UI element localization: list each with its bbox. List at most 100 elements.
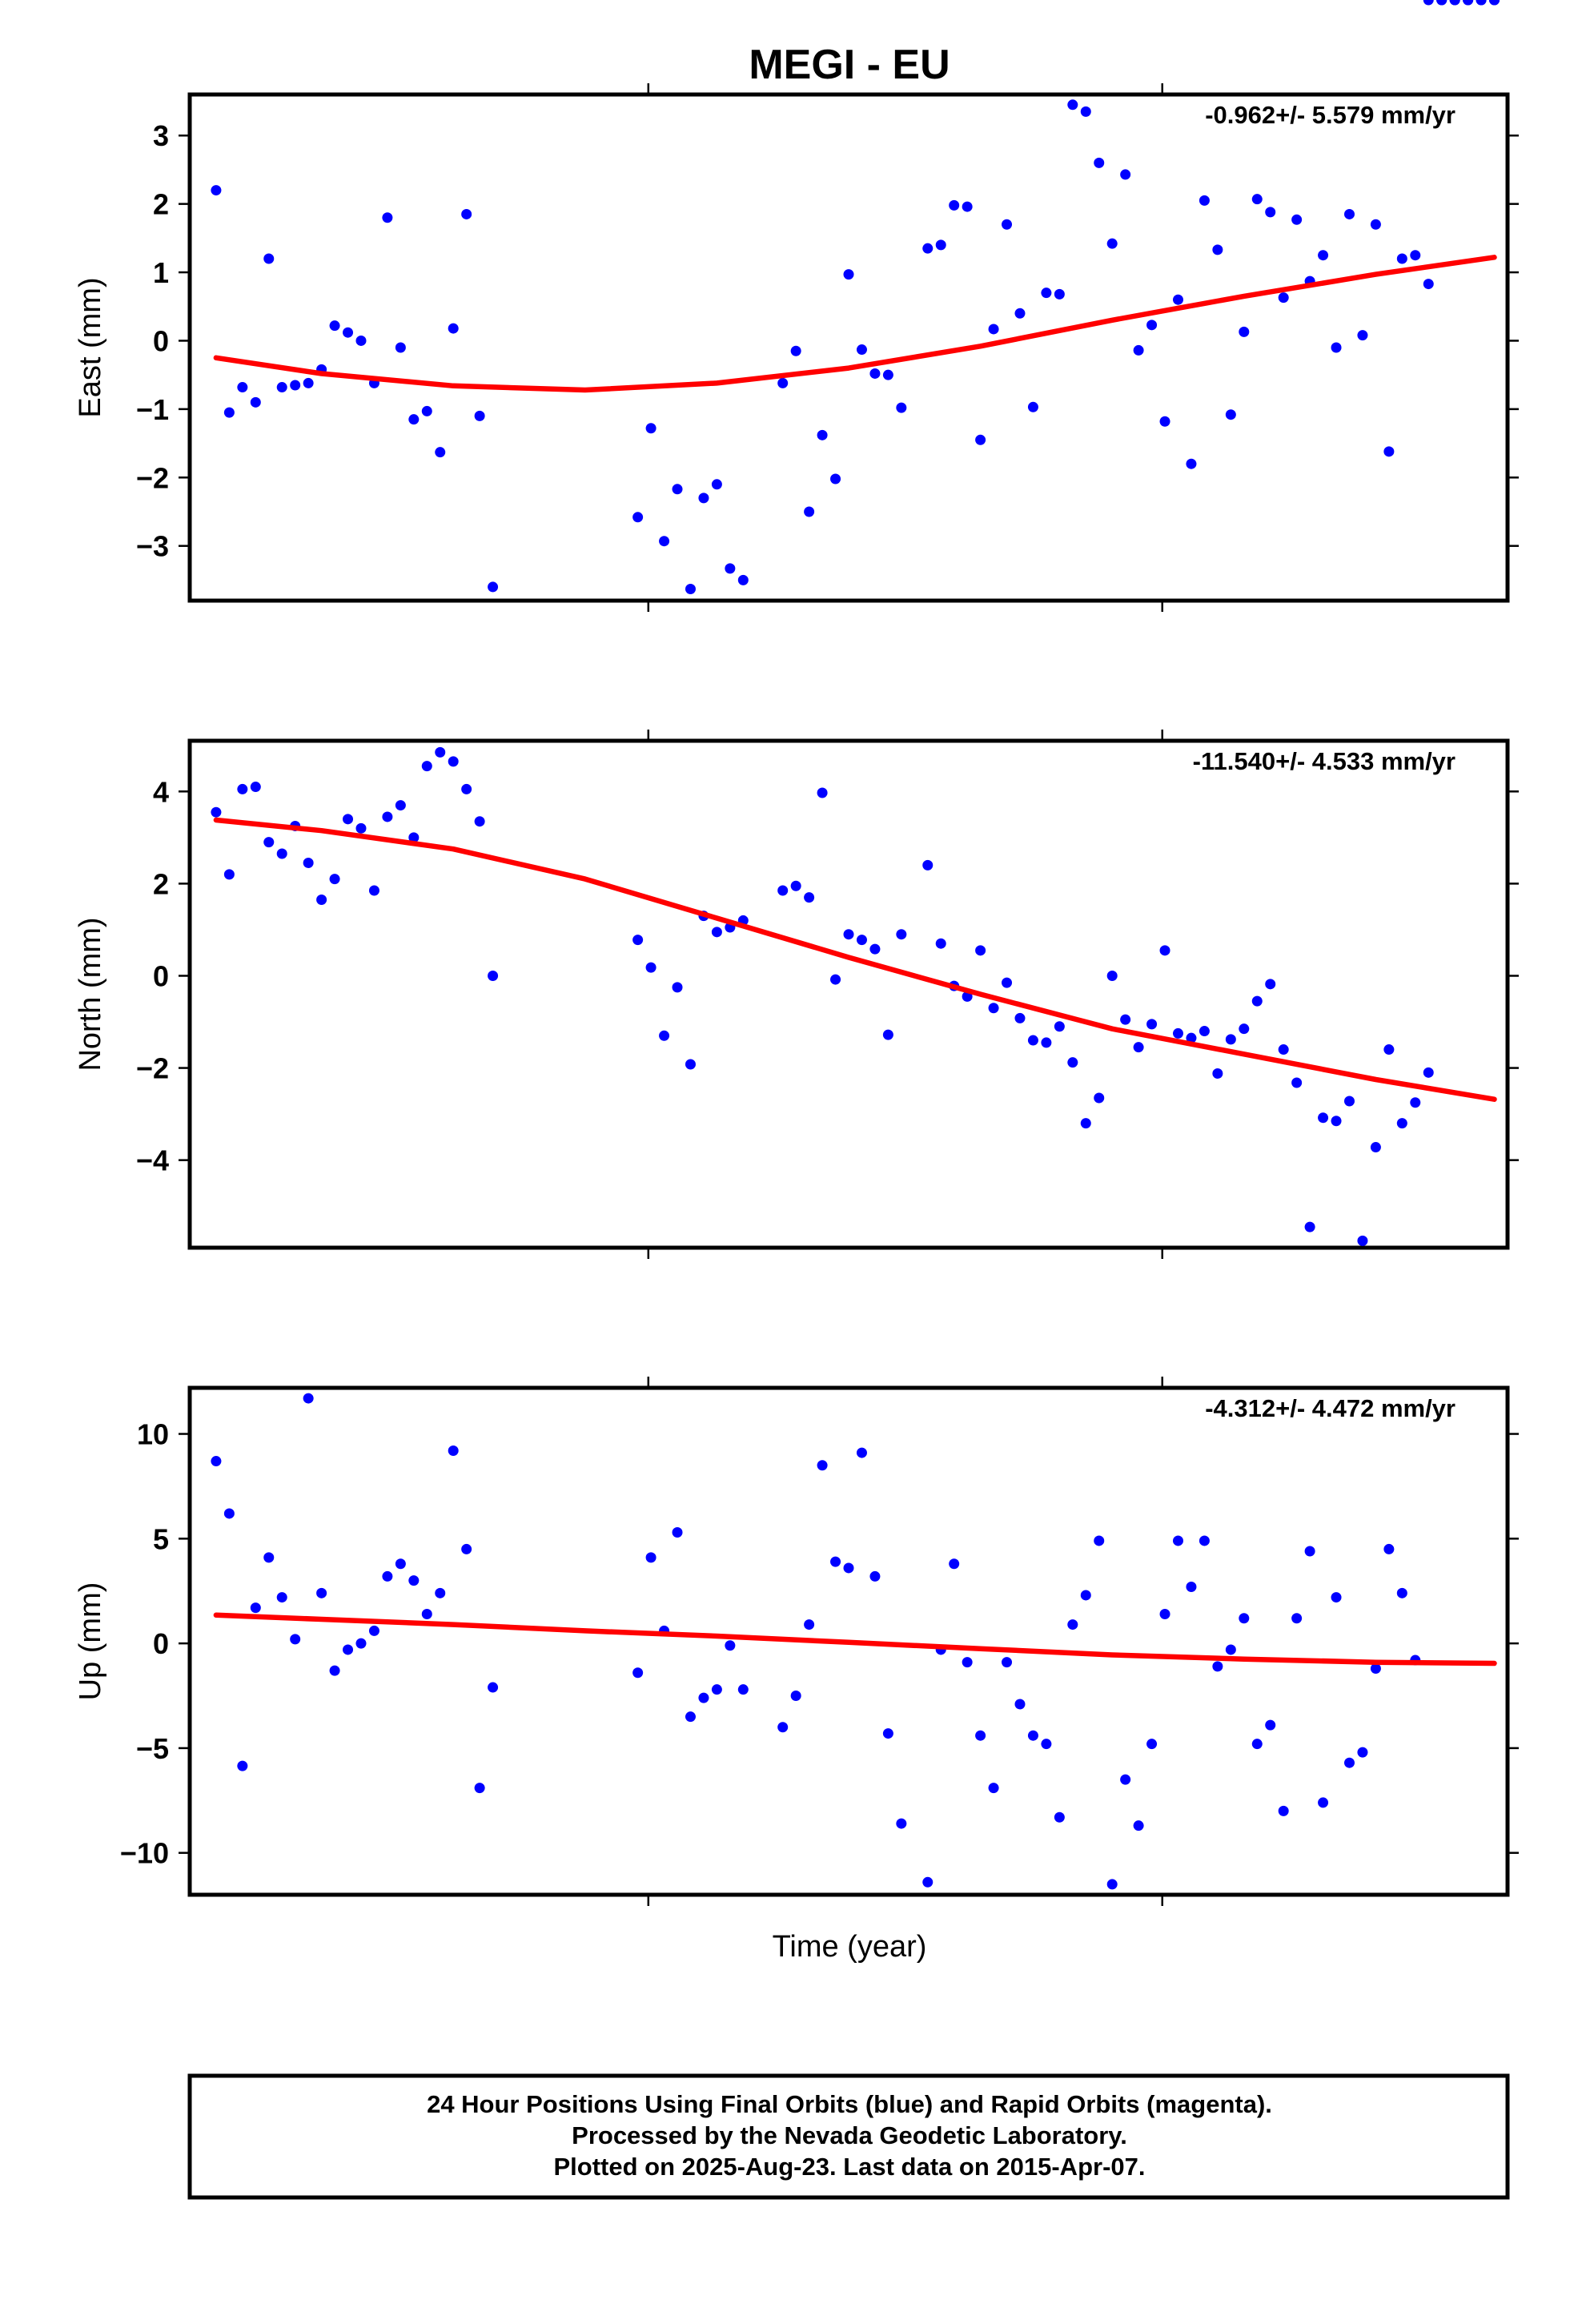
north-y-tick-label: 2 (153, 867, 169, 900)
east-data-point (250, 396, 261, 408)
north-data-point (211, 806, 222, 818)
north-data-point (975, 945, 986, 956)
east-plot-frame (187, 92, 1510, 603)
up-data-point (1173, 1535, 1183, 1546)
up-data-point (1291, 1613, 1303, 1624)
up-data-point (1370, 1663, 1381, 1675)
north-data-point (988, 1003, 999, 1014)
up-data-point (223, 1508, 235, 1519)
up-data-point (1225, 1644, 1236, 1655)
east-y-tick-label: 2 (153, 188, 169, 221)
east-data-point (474, 410, 485, 421)
east-data-point (421, 405, 432, 416)
up-data-point (988, 1783, 999, 1794)
east-rate-label: -0.962+/- 5.579 mm/yr (1205, 101, 1456, 129)
east-data-point (711, 479, 722, 490)
north-data-point (830, 974, 841, 985)
east-data-point (1357, 330, 1368, 341)
up-data-point (632, 1667, 644, 1679)
north-data-point (1159, 945, 1170, 956)
north-data-point (1146, 1019, 1158, 1030)
east-data-point (408, 414, 420, 425)
north-data-point (1080, 1118, 1091, 1129)
north-data-point (1212, 1068, 1223, 1079)
east-data-point (777, 377, 789, 388)
north-data-point (935, 938, 946, 949)
up-data-point (263, 1552, 275, 1563)
north-data-point (632, 935, 644, 946)
north-data-point (1054, 1021, 1065, 1032)
north-data-point (1423, 1067, 1434, 1078)
north-y-tick-label: −2 (136, 1052, 169, 1085)
north-data-point (1186, 1032, 1197, 1043)
east-data-point (1278, 292, 1289, 304)
east-data-point (1212, 244, 1223, 255)
north-data-point (869, 943, 881, 955)
north-data-point (461, 783, 472, 794)
east-data-point (1106, 238, 1118, 249)
x-axis-label: Time (year) (773, 1930, 927, 1964)
east-data-point (935, 239, 946, 251)
up-data-point (645, 1552, 656, 1563)
chart-title: MEGI - EU (749, 42, 950, 88)
east-data-point (1410, 250, 1421, 261)
north-data-point (777, 885, 789, 896)
north-data-point (711, 927, 722, 938)
east-data-point (896, 402, 907, 413)
north-data-point (1410, 1097, 1421, 1108)
north-data-point (1383, 1044, 1395, 1055)
up-data-point (1133, 1820, 1144, 1831)
east-data-point (922, 243, 934, 254)
up-data-point (368, 1625, 379, 1636)
up-data-point (843, 1562, 854, 1574)
east-data-point (1423, 279, 1434, 290)
north-data-point (1239, 1023, 1250, 1035)
up-data-point (1396, 1587, 1407, 1598)
north-data-point (1106, 970, 1118, 981)
east-data-point (737, 574, 749, 585)
up-data-point (1094, 1535, 1105, 1546)
up-data-point (1199, 1535, 1210, 1546)
east-data-point (672, 484, 683, 495)
east-data-point (303, 377, 314, 388)
north-data-point (474, 816, 485, 827)
north-y-tick-label: 0 (153, 959, 169, 992)
north-data-point (329, 874, 340, 885)
up-data-point (1251, 1739, 1263, 1750)
east-data-point (1199, 195, 1210, 206)
east-data-point (725, 563, 736, 574)
east-data-point (856, 344, 867, 356)
up-data-point (817, 1460, 828, 1471)
east-data-point (276, 382, 287, 393)
east-data-point (988, 324, 999, 335)
up-data-point (237, 1760, 248, 1771)
up-data-point (698, 1692, 709, 1703)
north-data-point (896, 929, 907, 940)
east-data-point (382, 212, 393, 223)
east-data-point (488, 581, 499, 593)
east-data-point (461, 208, 472, 219)
up-data-point (1449, 0, 1460, 6)
up-data-point (1304, 1546, 1315, 1557)
north-data-point (1014, 1012, 1026, 1023)
up-data-point (856, 1447, 867, 1458)
east-data-point (1067, 99, 1078, 111)
up-plot-frame (187, 1385, 1510, 1897)
north-data-point (1133, 1042, 1144, 1053)
up-data-point (303, 1393, 314, 1404)
footer-line-1: 24 Hour Positions Using Final Orbits (bl… (427, 2090, 1272, 2118)
north-data-point (1173, 1027, 1183, 1039)
up-data-point (1357, 1747, 1368, 1758)
north-data-point (223, 869, 235, 880)
north-data-point (382, 811, 393, 822)
north-data-point (395, 800, 406, 811)
up-data-point (1489, 0, 1500, 6)
up-data-point (962, 1657, 973, 1668)
up-data-point (382, 1570, 393, 1582)
east-data-point (1318, 250, 1329, 261)
north-y-tick-label: −4 (136, 1144, 169, 1177)
east-data-point (1159, 416, 1170, 427)
up-data-point (737, 1684, 749, 1695)
